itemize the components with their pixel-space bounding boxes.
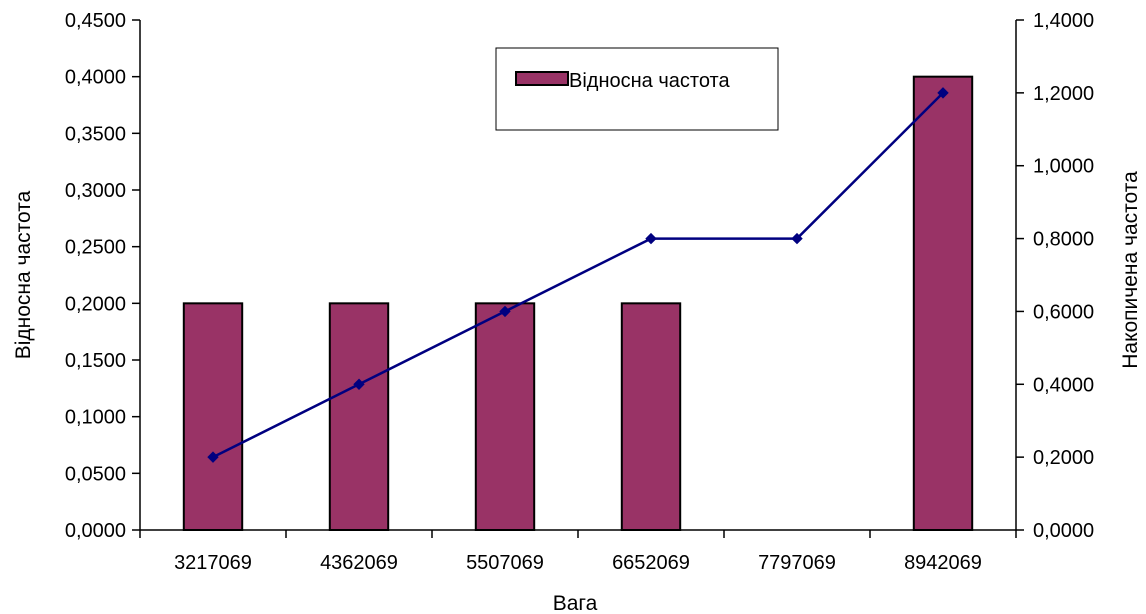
right-tick-label: 1,0000 bbox=[1033, 156, 1094, 178]
right-tick-label: 0,0000 bbox=[1033, 520, 1094, 542]
left-tick-label: 0,1000 bbox=[65, 407, 126, 429]
line-point bbox=[645, 232, 657, 245]
line-point bbox=[937, 87, 949, 99]
x-tick-label: 7797069 bbox=[758, 552, 836, 574]
bar bbox=[182, 302, 244, 532]
x-axis-title: Вага bbox=[553, 592, 598, 614]
cumulative-line bbox=[212, 91, 944, 459]
x-axis: 3217069 4362069 5507069 6652069 7797069 89420… bbox=[139, 529, 1017, 574]
line-point bbox=[499, 305, 511, 318]
line-point bbox=[207, 451, 219, 463]
line-point bbox=[791, 232, 803, 245]
bar bbox=[328, 302, 390, 532]
bar bbox=[912, 75, 974, 532]
left-tick-label: 0,3500 bbox=[65, 123, 126, 145]
left-tick-label: 0,0000 bbox=[65, 520, 126, 542]
right-y-axis: 0,0000 0,2000 0,4000 0,6000 0,8000 1,0000 1,20… bbox=[1015, 10, 1094, 542]
left-tick-label: 0,1500 bbox=[65, 350, 126, 372]
right-tick-label: 0,2000 bbox=[1033, 447, 1094, 469]
line-point bbox=[353, 378, 365, 390]
right-tick-label: 1,4000 bbox=[1033, 10, 1094, 32]
x-tick-label: 5507069 bbox=[466, 552, 544, 574]
left-tick-label: 0,4000 bbox=[65, 67, 126, 89]
left-tick-label: 0,2000 bbox=[65, 293, 126, 315]
right-tick-label: 1,2000 bbox=[1033, 83, 1094, 105]
bar-series bbox=[182, 75, 974, 532]
x-tick-label: 4362069 bbox=[320, 552, 398, 574]
left-tick-label: 0,0500 bbox=[65, 463, 126, 485]
bar bbox=[474, 302, 536, 532]
left-tick-label: 0,3000 bbox=[65, 180, 126, 202]
line-series bbox=[207, 87, 949, 463]
y2-axis-title: Накопичена частота bbox=[1119, 171, 1142, 369]
legend: Відносна частота bbox=[495, 47, 779, 131]
left-tick-label: 0,2500 bbox=[65, 237, 126, 259]
bar bbox=[620, 302, 682, 532]
right-tick-label: 0,4000 bbox=[1033, 374, 1094, 396]
legend-label: Відносна частота bbox=[569, 70, 730, 92]
right-tick-label: 0,8000 bbox=[1033, 229, 1094, 251]
legend-swatch bbox=[515, 71, 569, 86]
x-tick-label: 6652069 bbox=[612, 552, 690, 574]
x-tick-label: 3217069 bbox=[174, 552, 252, 574]
left-tick-label: 0,4500 bbox=[65, 10, 126, 32]
y-axis-title: Відносна частота bbox=[12, 190, 35, 359]
left-y-axis: 0,0000 0,0500 0,1000 0,1500 0,2000 0,2500 0,30… bbox=[65, 10, 141, 542]
x-tick-label: 8942069 bbox=[904, 552, 982, 574]
legend-box bbox=[495, 47, 779, 131]
right-tick-label: 0,6000 bbox=[1033, 301, 1094, 323]
